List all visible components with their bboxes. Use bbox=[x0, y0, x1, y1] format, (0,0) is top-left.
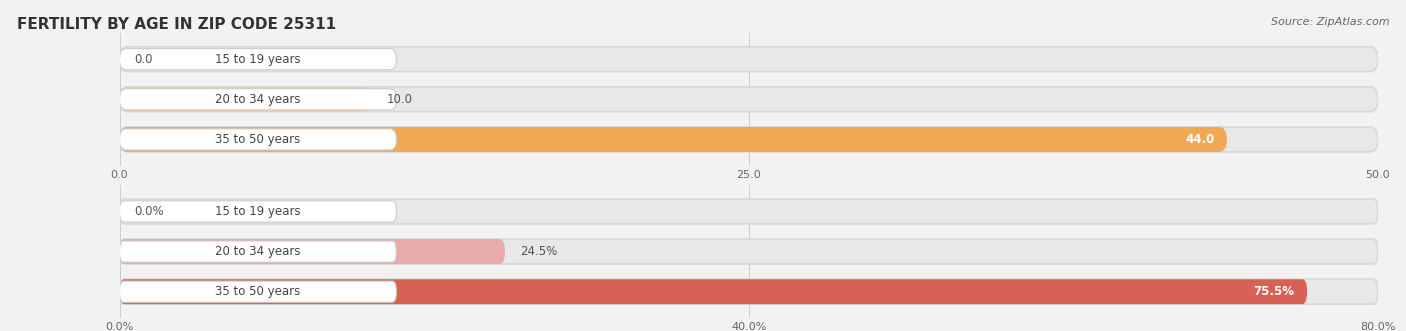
Text: 75.5%: 75.5% bbox=[1254, 285, 1295, 298]
Text: Source: ZipAtlas.com: Source: ZipAtlas.com bbox=[1271, 17, 1389, 26]
Text: 0.0: 0.0 bbox=[135, 53, 153, 66]
Text: 0.0%: 0.0% bbox=[135, 205, 165, 218]
FancyBboxPatch shape bbox=[120, 239, 505, 264]
FancyBboxPatch shape bbox=[120, 87, 1378, 112]
FancyBboxPatch shape bbox=[120, 87, 371, 112]
Text: 10.0: 10.0 bbox=[387, 93, 412, 106]
FancyBboxPatch shape bbox=[120, 127, 1227, 152]
Text: 20 to 34 years: 20 to 34 years bbox=[215, 93, 301, 106]
FancyBboxPatch shape bbox=[120, 201, 396, 222]
Text: FERTILITY BY AGE IN ZIP CODE 25311: FERTILITY BY AGE IN ZIP CODE 25311 bbox=[17, 17, 336, 31]
FancyBboxPatch shape bbox=[120, 279, 1308, 304]
FancyBboxPatch shape bbox=[120, 129, 396, 150]
Text: 20 to 34 years: 20 to 34 years bbox=[215, 245, 301, 258]
Text: 35 to 50 years: 35 to 50 years bbox=[215, 133, 301, 146]
FancyBboxPatch shape bbox=[120, 127, 1378, 152]
FancyBboxPatch shape bbox=[120, 279, 1378, 304]
FancyBboxPatch shape bbox=[120, 47, 1378, 71]
Text: 44.0: 44.0 bbox=[1185, 133, 1215, 146]
FancyBboxPatch shape bbox=[120, 241, 396, 262]
Text: 15 to 19 years: 15 to 19 years bbox=[215, 53, 301, 66]
FancyBboxPatch shape bbox=[120, 89, 396, 110]
Text: 35 to 50 years: 35 to 50 years bbox=[215, 285, 301, 298]
FancyBboxPatch shape bbox=[120, 49, 396, 70]
FancyBboxPatch shape bbox=[120, 281, 396, 302]
Text: 15 to 19 years: 15 to 19 years bbox=[215, 205, 301, 218]
FancyBboxPatch shape bbox=[120, 199, 1378, 224]
Text: 24.5%: 24.5% bbox=[520, 245, 557, 258]
FancyBboxPatch shape bbox=[120, 239, 1378, 264]
